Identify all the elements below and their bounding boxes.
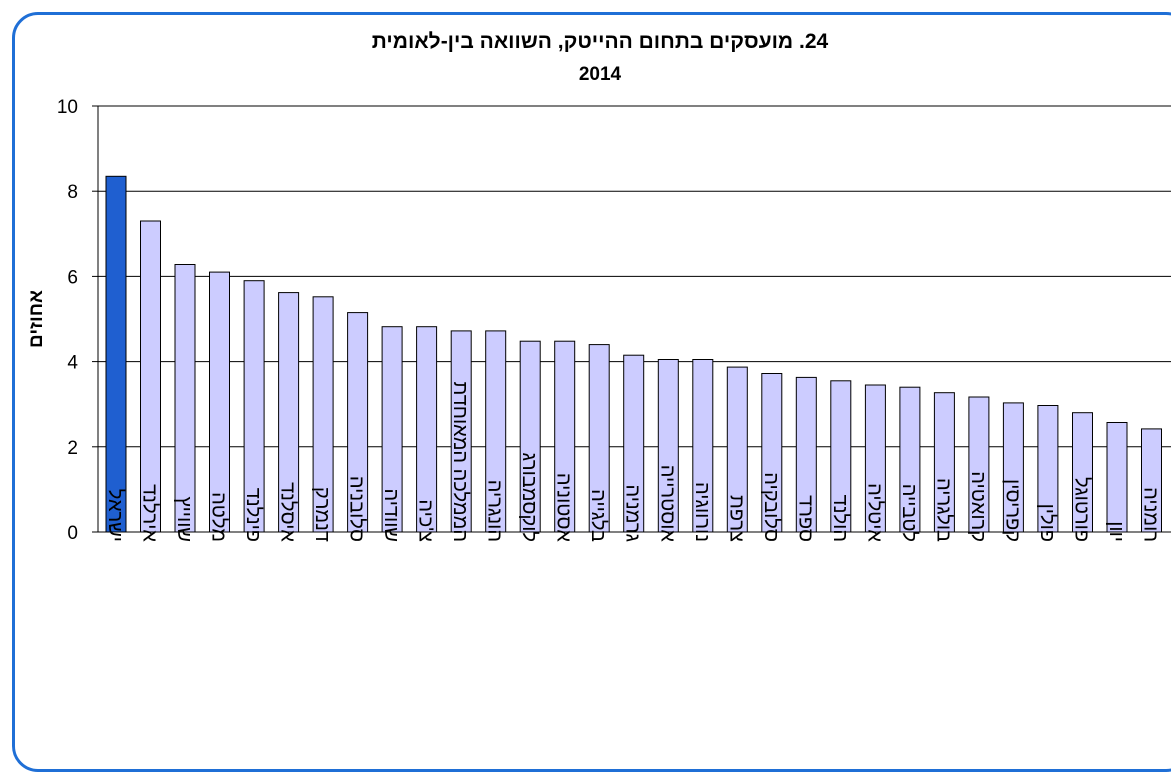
x-tick-label: מלטה bbox=[208, 492, 230, 542]
x-tick-label: רומניה bbox=[1140, 487, 1162, 542]
bar-30 bbox=[1106, 422, 1128, 533]
x-tick-label: בולגריה bbox=[932, 478, 954, 542]
gridlines bbox=[98, 105, 1171, 448]
bar-chart: 0 2 4 6 8 10 ישראל אירלנד שווייץ מלטה פינלנד איסלנ… bbox=[26, 97, 1171, 544]
y-tick-label: 8 bbox=[67, 182, 78, 203]
x-tick-label: לטבייה bbox=[898, 484, 920, 542]
y-tick-label: 10 bbox=[57, 97, 78, 118]
x-tick-label: קרואטיה bbox=[967, 471, 989, 542]
x-tick-label: נורווגיה bbox=[691, 482, 713, 542]
x-tick-label: הממלכה המאוחדת bbox=[449, 381, 471, 542]
y-tick-label: 0 bbox=[67, 523, 78, 544]
chart-title: 24. מועסקים בתחום ההייטק, השוואה בין-לאו… bbox=[371, 30, 829, 53]
x-tick-label: סלובקיה bbox=[760, 472, 782, 542]
x-tick-label: סלובניה bbox=[346, 476, 368, 542]
axes bbox=[92, 105, 1171, 533]
y-tick-label: 2 bbox=[67, 438, 78, 459]
x-tick-label: ישראל bbox=[104, 489, 126, 542]
y-axis-label: אחוזים bbox=[26, 290, 47, 348]
x-tick-label: איסלנד bbox=[277, 482, 299, 542]
y-tick-label: 6 bbox=[67, 267, 78, 288]
x-tick-label: צ'כיה bbox=[415, 499, 437, 542]
x-tick-label: אירלנד bbox=[139, 484, 161, 542]
x-tick-label: בלגייה bbox=[587, 489, 609, 542]
chart-subtitle: 2014 bbox=[578, 64, 622, 85]
x-tick-label: יוון bbox=[1105, 521, 1127, 542]
x-tick-label: שוודיה bbox=[380, 488, 402, 542]
x-tick-label: פורטוגל bbox=[1071, 477, 1093, 542]
x-tick-label: אסטוניה bbox=[553, 473, 575, 543]
x-tick-label: דנמרק bbox=[311, 487, 333, 542]
y-tick-label: 4 bbox=[67, 353, 78, 374]
x-tick-label: אוסטרייה bbox=[656, 465, 678, 543]
x-tick-label: פינלנד bbox=[242, 488, 264, 542]
bar-3 bbox=[174, 264, 196, 533]
x-tick-label: קפריסין bbox=[1001, 479, 1023, 542]
x-tick-label: הונגריה bbox=[484, 480, 506, 542]
x-tick-label: צרפת bbox=[725, 495, 747, 542]
bar-1 bbox=[105, 175, 127, 533]
x-tick-labels: ישראל אירלנד שווייץ מלטה פינלנד איסלנד דנמרק סל… bbox=[104, 381, 1162, 543]
x-tick-label: פולין bbox=[1036, 504, 1058, 542]
x-tick-label: לוקסמבורג bbox=[518, 452, 540, 542]
x-tick-label: ספרד bbox=[794, 495, 816, 542]
y-tick-labels: 0 2 4 6 8 10 bbox=[57, 97, 79, 544]
x-tick-label: איטליה bbox=[863, 483, 885, 542]
x-tick-label: הולנד bbox=[829, 495, 851, 542]
x-tick-label: שווייץ bbox=[173, 497, 195, 542]
x-tick-label: גרמניה bbox=[622, 484, 644, 542]
